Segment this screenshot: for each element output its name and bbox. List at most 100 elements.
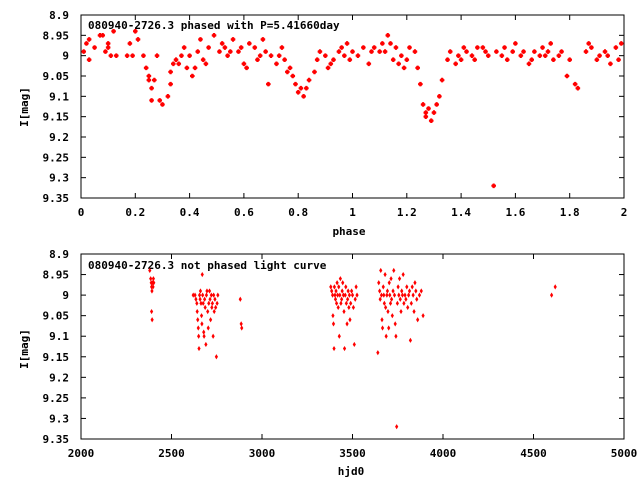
phased-data-point — [274, 61, 279, 67]
phased-data-point — [113, 53, 119, 58]
phased-data-point — [317, 49, 323, 54]
unphased-data-point — [387, 325, 391, 331]
unphased-data-point — [390, 313, 394, 319]
phased-data-point — [564, 73, 570, 79]
phased-y-tick-label: 9 — [62, 50, 69, 63]
unphased-data-point — [350, 292, 355, 298]
phased-data-point — [388, 41, 393, 46]
phased-data-point — [244, 65, 249, 71]
phased-data-point — [171, 61, 176, 67]
phased-data-point — [589, 45, 594, 50]
unphased-data-point — [210, 300, 215, 306]
phased-data-point — [456, 53, 461, 58]
unphased-data-point — [377, 280, 381, 286]
unphased-x-tick-label: 5000 — [611, 447, 638, 460]
unphased-data-point — [197, 345, 201, 352]
phased-data-point — [355, 53, 361, 58]
phased-data-point — [133, 28, 138, 34]
phased-y-axis-label: I[mag] — [18, 87, 31, 127]
unphased-data-point — [407, 292, 411, 298]
unphased-data-point — [349, 300, 353, 306]
unphased-data-point — [354, 284, 358, 290]
unphased-data-point — [207, 288, 212, 294]
unphased-data-point — [212, 292, 216, 298]
phased-data-point — [540, 45, 545, 50]
unphased-data-point — [332, 284, 336, 290]
phased-data-point — [499, 53, 505, 58]
phased-data-point — [608, 61, 613, 67]
unphased-data-point — [238, 296, 242, 302]
phased-data-point — [336, 49, 342, 54]
phased-data-point — [255, 57, 260, 63]
phased-data-point — [279, 45, 285, 50]
phased-data-point — [184, 65, 190, 71]
unphased-data-point — [195, 308, 199, 315]
phased-data-point — [504, 57, 510, 63]
unphased-data-point — [206, 308, 210, 315]
unphased-data-point — [407, 288, 412, 294]
unphased-data-point — [348, 317, 352, 323]
phased-data-point — [420, 102, 426, 107]
phased-data-point — [222, 45, 228, 50]
unphased-data-point — [150, 288, 154, 294]
unphased-data-point — [408, 337, 413, 343]
phased-data-point — [594, 57, 600, 63]
phased-data-point — [285, 69, 290, 75]
unphased-data-point — [415, 296, 419, 302]
phased-data-point — [236, 49, 241, 54]
unphased-data-point — [343, 292, 347, 298]
phased-data-point — [602, 49, 608, 54]
phased-y-tick-label: 9.15 — [43, 111, 70, 124]
unphased-data-point — [337, 284, 341, 290]
unphased-data-point — [378, 288, 382, 294]
phased-data-point — [480, 45, 486, 50]
phased-data-point — [306, 77, 312, 83]
phased-data-point — [361, 45, 366, 50]
unphased-data-point — [336, 304, 340, 311]
phased-x-axis-label: phase — [332, 225, 365, 238]
unphased-data-point — [152, 280, 156, 286]
phased-data-point — [396, 61, 401, 67]
phased-data-point — [217, 49, 222, 54]
phased-data-point — [401, 65, 407, 71]
unphased-data-point — [346, 296, 350, 302]
unphased-data-point — [207, 300, 211, 306]
unphased-data-point — [419, 288, 423, 294]
phased-data-point — [439, 77, 445, 83]
phased-data-point — [445, 57, 450, 63]
phased-x-tick-label: 1.2 — [397, 206, 417, 219]
unphased-data-point — [196, 317, 200, 323]
unphased-data-point — [353, 296, 357, 302]
phased-data-point — [146, 73, 152, 79]
unphased-data-point — [389, 296, 394, 302]
phased-data-point — [141, 53, 146, 58]
phased-data-point — [152, 77, 157, 83]
unphased-plot-frame — [80, 253, 625, 440]
unphased-data-point — [382, 300, 386, 306]
unphased-x-tick-label: 3500 — [339, 447, 366, 460]
phased-data-point — [168, 69, 173, 75]
unphased-data-point — [149, 276, 153, 282]
unphased-x-tick-label: 4000 — [430, 447, 457, 460]
phased-data-point — [165, 94, 171, 99]
unphased-data-point — [197, 292, 202, 298]
unphased-y-tick-label: 9 — [62, 289, 69, 302]
unphased-data-point — [332, 345, 336, 352]
phased-data-point — [616, 57, 621, 63]
unphased-y-tick-label: 9.1 — [49, 330, 69, 343]
unphased-data-point — [338, 292, 342, 298]
phased-data-point — [149, 85, 154, 91]
phased-data-point — [618, 41, 624, 46]
phased-data-point — [252, 45, 258, 50]
phased-data-point — [276, 53, 282, 58]
phased-data-point — [130, 53, 135, 58]
phased-data-point — [437, 94, 442, 99]
unphased-data-point — [333, 296, 338, 302]
phased-data-point — [518, 53, 524, 58]
unphased-data-point — [200, 271, 204, 278]
phased-data-point — [382, 49, 388, 54]
unphased-data-point — [148, 267, 152, 274]
unphased-data-point — [210, 304, 214, 311]
unphased-data-point — [409, 300, 413, 306]
phased-data-point — [230, 37, 236, 42]
